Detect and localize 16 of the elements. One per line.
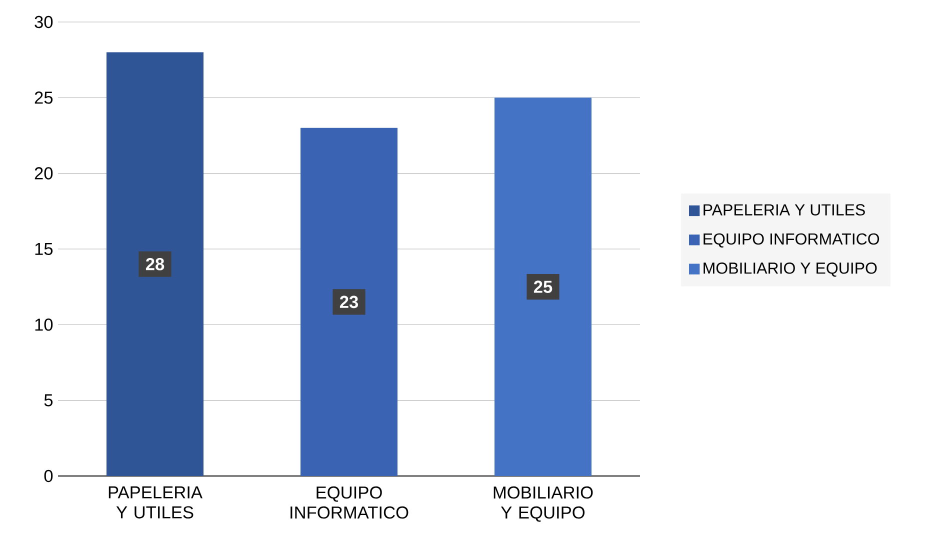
legend-label: EQUIPO INFORMATICO <box>704 233 880 248</box>
y-tick-label: 30 <box>34 16 53 28</box>
data-label: 23 <box>340 296 358 308</box>
x-tick-label: EQUIPO INFORMATICO <box>290 486 408 519</box>
data-label: 28 <box>146 258 164 270</box>
data-label: 25 <box>534 280 552 293</box>
x-tick-label: MOBILIARIO Y EQUIPO <box>494 486 593 522</box>
y-tick-label: 15 <box>35 242 53 256</box>
y-tick-label: 25 <box>34 92 53 104</box>
y-tick-label: 20 <box>34 167 53 180</box>
y-tick-label: 0 <box>44 470 53 482</box>
x-tick-label: PAPELERIA Y UTILES <box>108 486 202 518</box>
legend-label: MOBILIARIO Y EQUIPO <box>704 262 877 277</box>
y-tick-label: 5 <box>44 394 53 406</box>
legend-label: PAPELERIA Y UTILES <box>704 204 865 216</box>
y-tick-label: 10 <box>35 318 53 331</box>
